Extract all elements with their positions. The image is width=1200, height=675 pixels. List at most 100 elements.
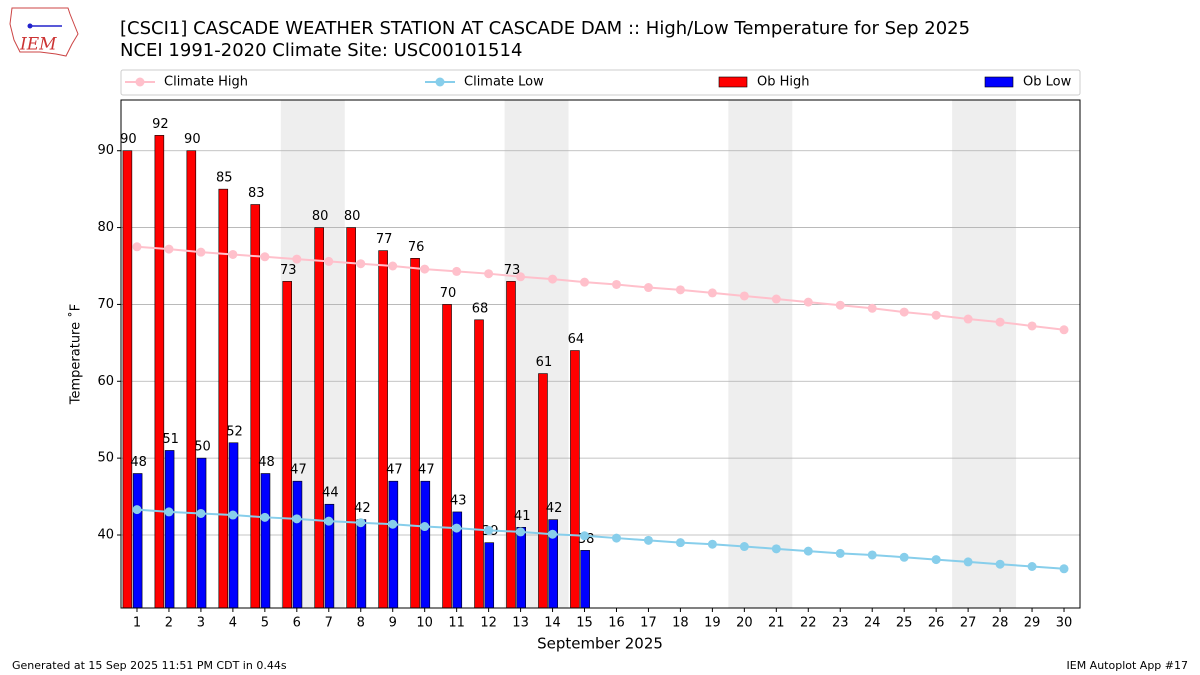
bar	[484, 542, 495, 609]
data-label: 90	[120, 132, 137, 147]
point	[1059, 564, 1069, 574]
data-label: 47	[386, 463, 403, 478]
point	[675, 538, 685, 548]
y-tick-label: 60	[97, 374, 114, 389]
point	[452, 523, 462, 533]
x-axis-label: September 2025	[537, 635, 663, 653]
y-tick-label: 80	[97, 220, 114, 235]
x-tick-label: 3	[197, 616, 205, 631]
footer-right: IEM Autoplot App #17	[1067, 659, 1189, 672]
data-label: 47	[418, 463, 435, 478]
y-tick-label: 70	[97, 297, 114, 312]
point	[675, 285, 685, 295]
data-label: 70	[440, 286, 457, 301]
point	[995, 317, 1005, 327]
x-tick-label: 4	[229, 616, 237, 631]
point	[931, 310, 941, 320]
data-label: 44	[322, 486, 339, 501]
y-tick-label: 40	[97, 527, 114, 542]
x-tick-label: 23	[832, 616, 849, 631]
point	[611, 533, 621, 543]
data-label: 43	[450, 493, 467, 508]
data-label: 41	[514, 509, 531, 524]
legend-label: Ob Low	[1023, 75, 1072, 90]
chart-title: [CSCI1] CASCADE WEATHER STATION AT CASCA…	[120, 18, 970, 39]
x-tick-label: 15	[576, 616, 593, 631]
x-tick-label: 20	[736, 616, 753, 631]
point	[1027, 561, 1037, 571]
x-tick-label: 2	[165, 616, 173, 631]
logo-text: IEM	[19, 35, 57, 55]
shaded-band	[728, 100, 793, 608]
line	[136, 245, 1065, 331]
y-axis-label: Temperature ˚F	[68, 304, 84, 405]
footer-left: Generated at 15 Sep 2025 11:51 PM CDT in…	[12, 659, 287, 672]
shaded-band	[952, 100, 1017, 608]
bar	[442, 304, 452, 609]
point	[739, 542, 749, 552]
x-tick-label: 11	[448, 616, 465, 631]
point	[1059, 325, 1069, 335]
point	[739, 291, 749, 301]
point	[899, 307, 909, 317]
legend-marker	[135, 77, 145, 87]
x-tick-label: 7	[325, 616, 333, 631]
x-tick-label: 25	[896, 616, 913, 631]
point	[548, 274, 558, 284]
bar	[122, 150, 133, 609]
point	[324, 256, 334, 266]
data-label: 47	[290, 463, 307, 478]
x-tick-label: 22	[800, 616, 817, 631]
bar	[228, 442, 239, 609]
logo: IEM	[9, 7, 79, 57]
bar	[474, 319, 484, 609]
point	[420, 522, 430, 532]
point	[835, 300, 845, 310]
bar	[346, 227, 356, 609]
bar	[164, 450, 175, 609]
y-tick-label: 90	[97, 143, 114, 158]
data-label: 73	[280, 263, 297, 278]
point	[1027, 321, 1037, 331]
point	[963, 557, 973, 567]
data-label: 77	[376, 232, 393, 247]
data-label: 68	[472, 301, 489, 316]
bar	[410, 258, 420, 609]
x-tick-label: 10	[416, 616, 433, 631]
point	[611, 279, 621, 289]
data-label: 42	[354, 501, 371, 516]
bar	[570, 350, 580, 609]
point	[324, 516, 334, 526]
bar	[218, 188, 229, 609]
point	[228, 249, 238, 259]
point	[707, 539, 717, 549]
point	[643, 283, 653, 293]
point	[292, 254, 302, 264]
point	[292, 514, 302, 524]
x-tick-label: 24	[864, 616, 881, 631]
point	[388, 261, 398, 271]
point	[516, 272, 526, 282]
point	[580, 531, 590, 541]
bar	[282, 281, 293, 609]
data-label: 50	[194, 440, 211, 455]
x-tick-label: 27	[960, 616, 977, 631]
bar	[516, 527, 526, 609]
point	[548, 529, 558, 539]
data-label: 48	[130, 455, 147, 470]
point	[164, 507, 174, 517]
plot-frame	[120, 99, 1081, 609]
point	[995, 559, 1005, 569]
x-tick-label: 12	[480, 616, 497, 631]
legend-label: Ob High	[757, 75, 810, 90]
bar	[132, 473, 143, 609]
x-tick-label: 21	[768, 616, 785, 631]
legend-swatch	[718, 76, 748, 88]
data-label: 90	[184, 132, 201, 147]
x-tick-label: 9	[389, 616, 397, 631]
bar	[154, 135, 165, 609]
point	[196, 247, 206, 257]
point	[867, 550, 877, 560]
bar	[292, 480, 303, 609]
